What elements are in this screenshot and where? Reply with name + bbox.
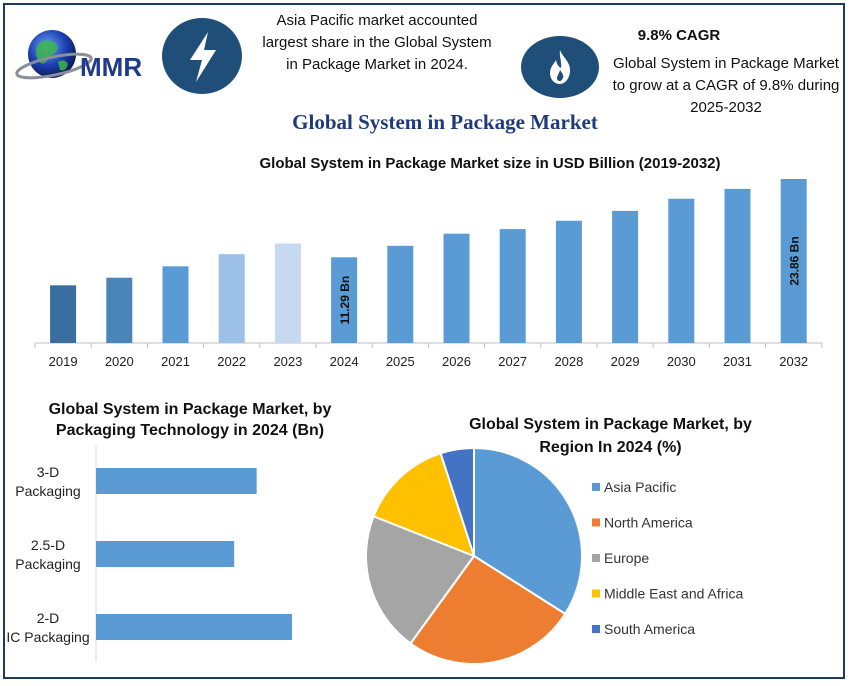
flame-icon [521,36,599,98]
data-label-2024: 11.29 Bn [338,276,352,325]
legend-label-4: South America [604,621,695,637]
x-tick-label: 2029 [611,354,640,369]
bar-2029 [612,210,639,343]
asia-pacific-note: Asia Pacific market accounted largest sh… [262,12,492,73]
hbar-label-line2: IC Packaging [6,629,89,645]
x-tick-label: 2025 [386,354,415,369]
bar-2026 [443,233,470,343]
x-tick-label: 2019 [49,354,78,369]
bar-2020 [106,277,133,343]
x-tick-label: 2024 [330,354,359,369]
hbar-0 [96,468,257,494]
legend-swatch-3 [592,589,600,598]
cagr-title: 9.8% CAGR [637,27,721,44]
x-tick-label: 2022 [217,354,246,369]
legend-swatch-0 [592,483,600,491]
x-tick-label: 2026 [442,354,471,369]
x-tick-label: 2032 [779,354,808,369]
page-title: Global System in Package Market [292,110,598,134]
hbar-label-line1: 2.5-D [31,537,65,553]
hbar-label-line1: 2-D [37,610,60,626]
mmr-logo: MMR [14,22,159,84]
pie-chart-title: Global System in Package Market, by Regi… [469,416,752,456]
lightning-icon [162,18,242,94]
bar-2030 [668,198,695,343]
x-tick-label: 2021 [161,354,190,369]
bar-2019 [50,285,77,343]
hbar-chart-title: Global System in Package Market, by Pack… [48,401,332,439]
logo-text: MMR [80,52,142,82]
bar-2028 [555,220,582,343]
legend-swatch-2 [592,554,600,562]
hbar-1 [96,541,235,567]
legend-label-0: Asia Pacific [604,479,676,495]
legend-label-3: Middle East and Africa [604,586,744,602]
bar-2024 [331,257,358,343]
x-tick-label: 2020 [105,354,134,369]
legend-swatch-1 [592,518,600,527]
bar-2022 [218,254,245,343]
bar-2031 [724,188,751,343]
legend-label-2: Europe [604,550,649,566]
bar-2027 [499,229,526,343]
bar-2032 [780,179,807,343]
x-tick-label: 2030 [667,354,696,369]
hbar-2 [96,614,292,640]
legend-label-1: North America [604,515,693,531]
pie-slice-4 [439,446,475,557]
pie-slice-1 [409,554,567,665]
hbar-label-line2: Packaging [15,556,80,572]
bar-2021 [162,266,189,343]
bar-chart-title: Global System in Package Market size in … [259,155,721,172]
cagr-note: Global System in Package Market to grow … [612,55,840,116]
pie-slice-2 [365,514,476,645]
x-tick-label: 2028 [554,354,583,369]
bar-2025 [387,245,414,343]
bar-2023 [274,243,301,343]
data-label-2032: 23.86 Bn [788,236,802,285]
hbar-label-line2: Packaging [15,483,80,499]
x-tick-label: 2027 [498,354,527,369]
x-tick-label: 2031 [723,354,752,369]
hbar-label-line1: 3-D [37,464,60,480]
x-tick-label: 2023 [273,354,302,369]
infographic-frame [3,3,845,679]
legend-swatch-4 [592,625,600,633]
